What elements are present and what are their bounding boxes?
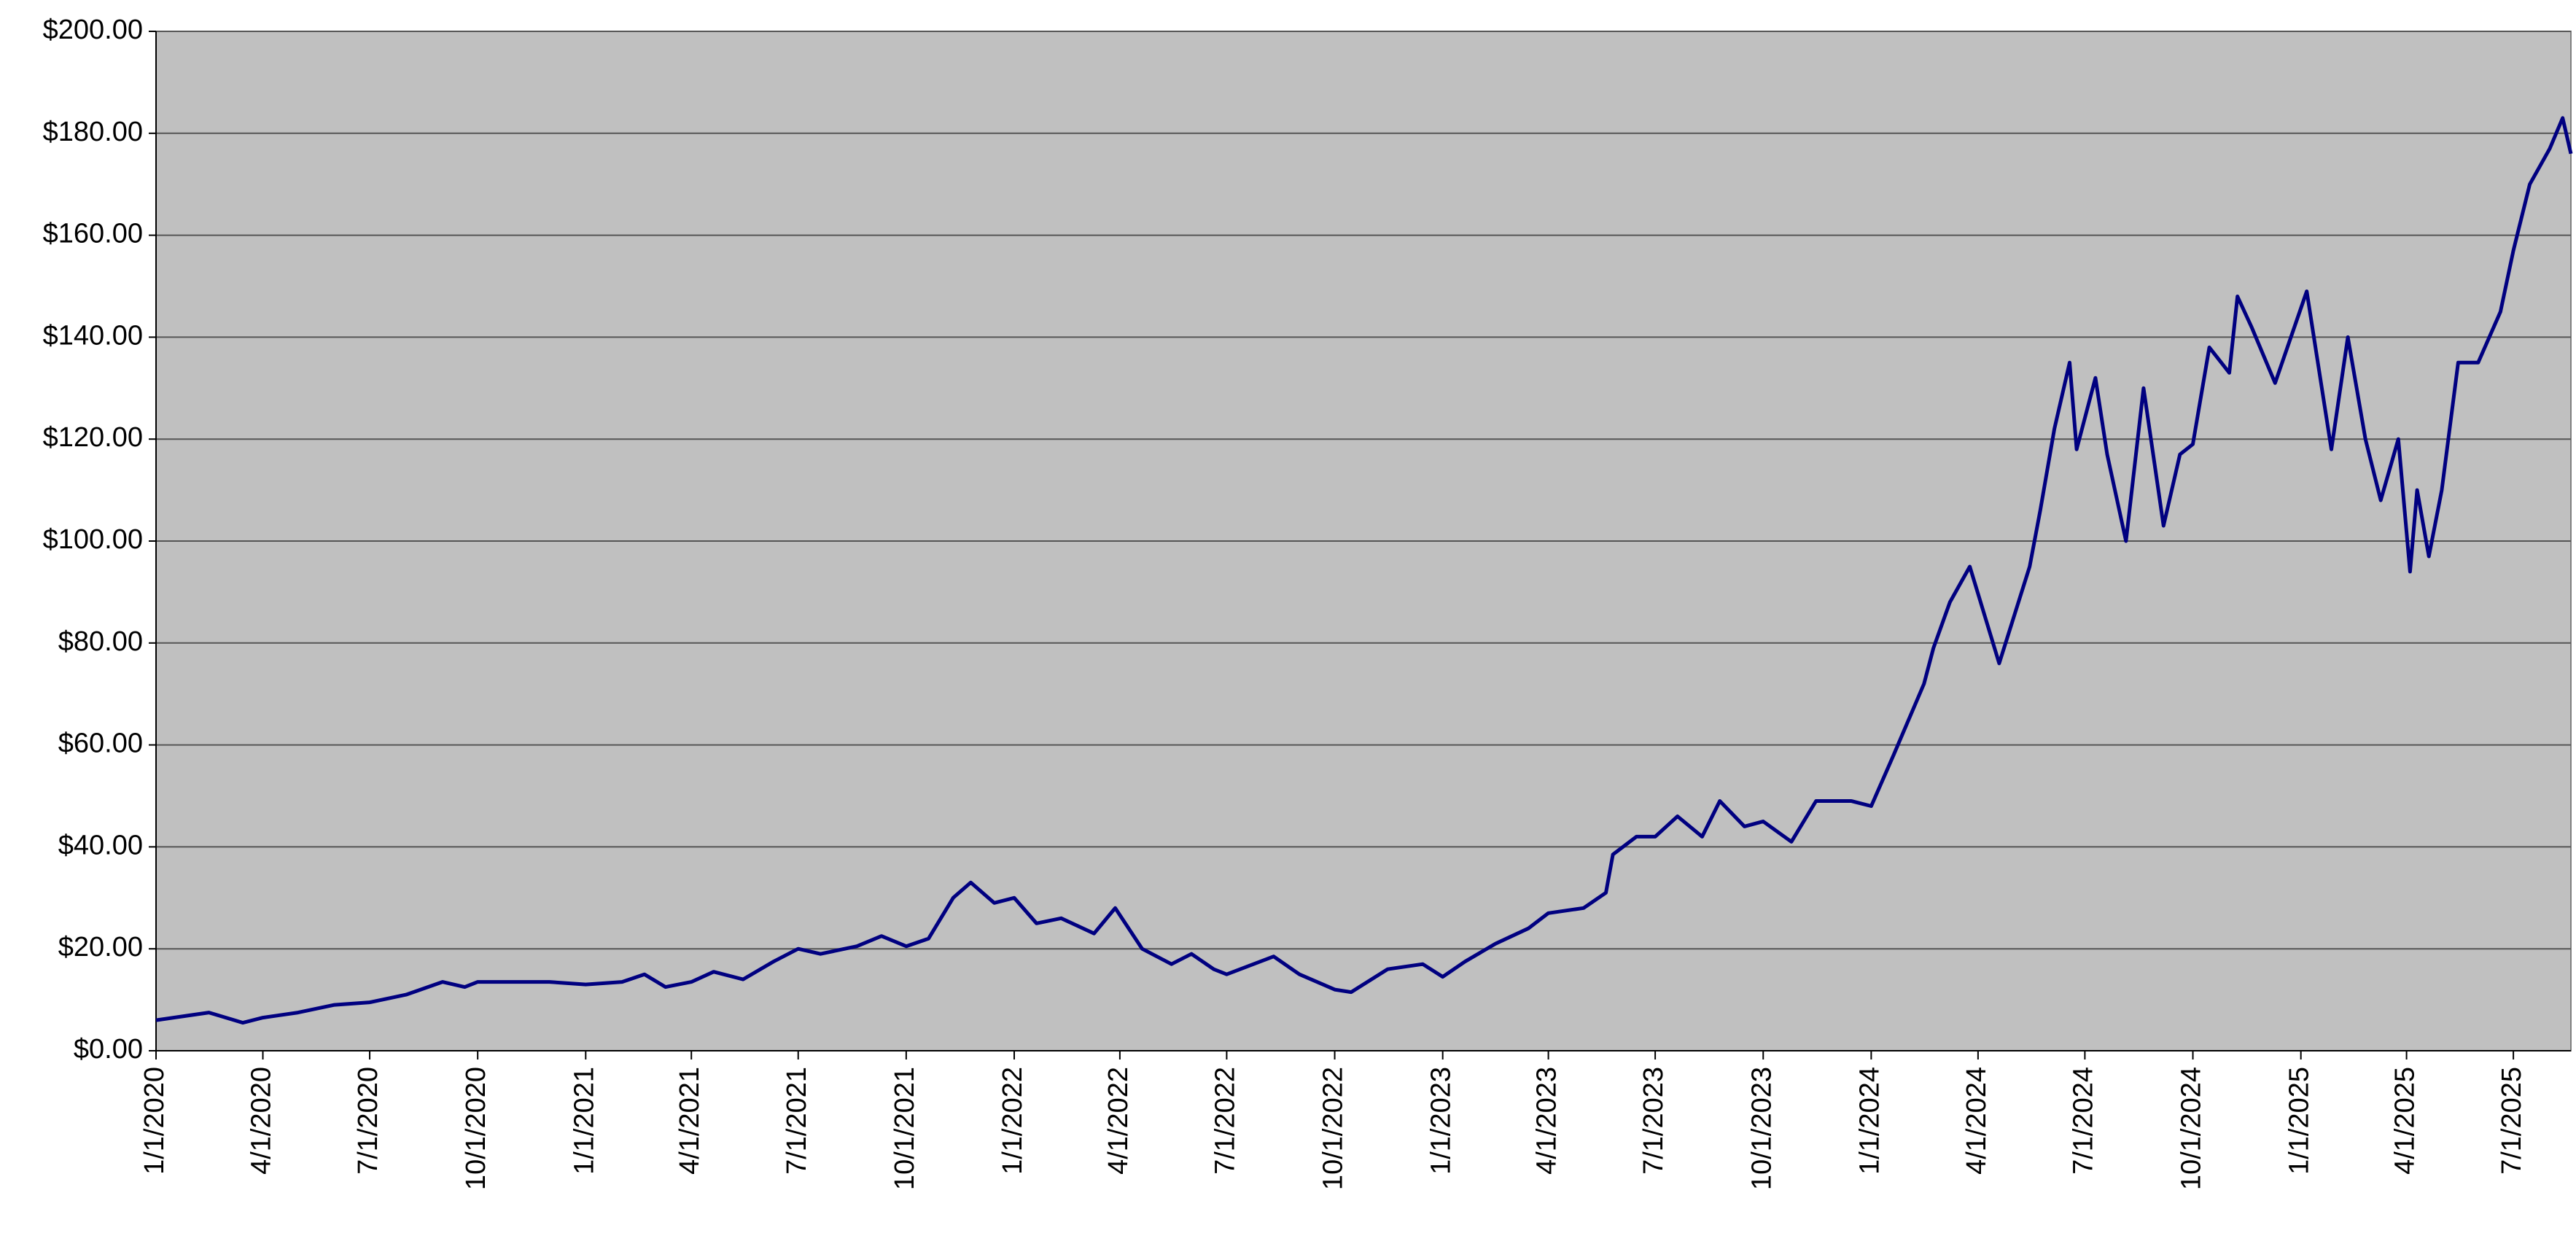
x-tick-label: 4/1/2025 [2390,1067,2421,1175]
x-tick-label: 7/1/2024 [2068,1067,2098,1175]
x-tick-label: 4/1/2020 [246,1067,277,1175]
y-tick-label: $100.00 [43,524,143,555]
x-tick-label: 7/1/2025 [2497,1067,2527,1175]
x-tick-label: 4/1/2022 [1103,1067,1134,1175]
y-tick-label: $60.00 [58,728,143,759]
x-tick-label: 4/1/2021 [674,1067,705,1175]
price-line [155,116,2573,1025]
x-tick-label: 10/1/2022 [1318,1067,1349,1190]
x-tick-label: 7/1/2020 [353,1067,384,1175]
y-tick-label: $40.00 [58,830,143,860]
x-tick-label: 1/1/2024 [1854,1067,1885,1175]
x-tick-label: 7/1/2021 [782,1067,812,1175]
y-tick-label: $180.00 [43,117,143,147]
y-tick-label: $160.00 [43,219,143,249]
x-tick-label: 10/1/2024 [2176,1067,2207,1190]
x-tick-label: 1/1/2022 [997,1067,1028,1175]
y-tick-label: $0.00 [74,1034,143,1065]
y-tick-label: $140.00 [43,320,143,351]
y-tick-label: $80.00 [58,626,143,657]
x-tick-label: 10/1/2021 [890,1067,920,1190]
x-tick-label: 1/1/2020 [139,1067,170,1175]
x-tick-label: 1/1/2025 [2284,1067,2315,1175]
x-tick-label: 10/1/2020 [461,1067,491,1190]
x-tick-label: 4/1/2024 [1961,1067,1992,1175]
x-tick-label: 1/1/2021 [569,1067,599,1175]
x-tick-label: 7/1/2023 [1638,1067,1669,1175]
x-tick-label: 4/1/2023 [1532,1067,1563,1175]
x-tick-label: 1/1/2023 [1426,1067,1457,1175]
x-tick-label: 7/1/2022 [1210,1067,1240,1175]
y-tick-label: $200.00 [43,15,143,45]
y-tick-label: $120.00 [43,422,143,453]
x-tick-label: 10/1/2023 [1746,1067,1777,1190]
y-tick-label: $20.00 [58,932,143,963]
